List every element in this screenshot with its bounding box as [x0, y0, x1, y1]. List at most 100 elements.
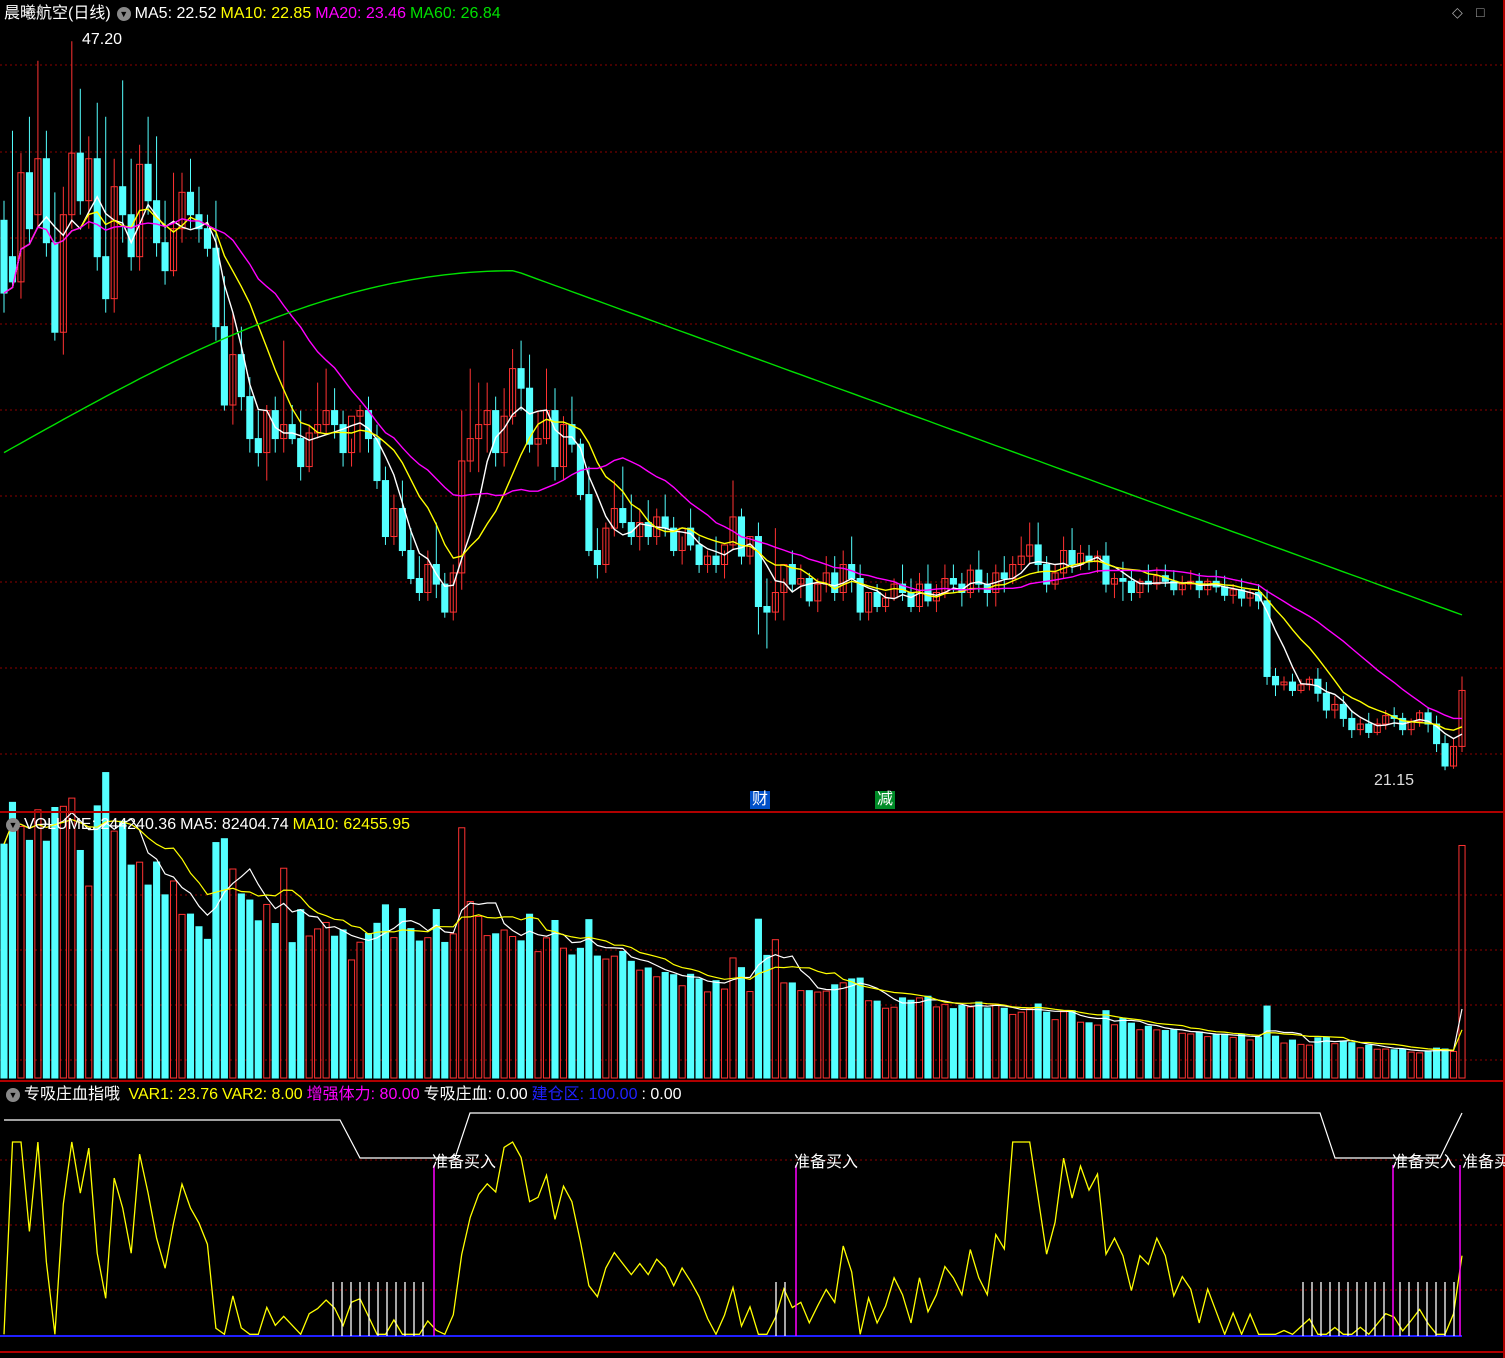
volume-bar [68, 797, 76, 1079]
volume-bar [1373, 1048, 1381, 1079]
candle-body [68, 152, 76, 216]
volume-bar [949, 1008, 957, 1079]
ind-4: 建仓区: 100.00 [531, 1086, 638, 1103]
ind-2: 增强体力: 80.00 [306, 1086, 420, 1103]
event-tag-finance[interactable]: 财 [750, 791, 771, 809]
volume-ma5-line [3, 811, 1463, 1052]
candle-body [975, 569, 983, 585]
volume-bar [1238, 1034, 1246, 1079]
candle-body [466, 438, 474, 462]
volume-bar [1119, 1017, 1127, 1079]
volume-bar [890, 1006, 898, 1079]
candle-body [1288, 681, 1297, 691]
volume-bar [551, 919, 559, 1079]
candle-body [1449, 745, 1458, 767]
candle-body [593, 550, 601, 566]
volume-bar [297, 909, 305, 1079]
volume-bar [356, 941, 364, 1079]
candle-body [534, 438, 542, 445]
volume-bar [1153, 1029, 1161, 1079]
volume-bar [720, 988, 729, 1079]
ma-3: MA60: 26.84 [409, 5, 501, 22]
candle-body [500, 415, 508, 454]
event-tag-reduce[interactable]: 减 [875, 791, 896, 809]
volume-bar [661, 971, 669, 1079]
candle-body [169, 228, 178, 272]
volume-bar [161, 894, 169, 1079]
volume-bar [1195, 1031, 1203, 1079]
signal-label-2: 准备买入 [794, 1154, 859, 1171]
volume-bar [712, 980, 720, 1079]
volume-bar [746, 991, 754, 1079]
indicator-collapse-icon[interactable]: ▼ [6, 1087, 20, 1102]
candle-body [1229, 589, 1237, 596]
volume-bar [203, 938, 211, 1079]
volume-bar [992, 1003, 1000, 1079]
candle-body [424, 564, 432, 594]
stock-title: 晨曦航空(日线) [4, 5, 111, 22]
candle-body [898, 583, 907, 594]
volume-bar [1407, 1051, 1415, 1079]
volume-bar [229, 868, 237, 1079]
volume-bar [390, 937, 398, 1079]
grid-lines [0, 64, 1505, 1291]
volume-bar [576, 947, 584, 1079]
volume-bar [1348, 1042, 1356, 1079]
volume-collapse-icon[interactable]: ▼ [6, 817, 20, 832]
candle-body [339, 424, 347, 454]
volume-bar [958, 1005, 966, 1079]
candle-body [602, 527, 610, 566]
volume-bar [763, 954, 771, 1079]
candle-body [1339, 703, 1347, 719]
volume-bar [517, 940, 525, 1079]
volume-bar [941, 1003, 949, 1079]
volume-bar [492, 933, 500, 1079]
ma-0: MA5: 22.52 [134, 5, 217, 22]
candle-body [839, 564, 847, 594]
candle-body [509, 368, 517, 417]
signal-label-3: 准备买入 [1392, 1154, 1457, 1171]
volume-bar [1382, 1048, 1390, 1079]
volume-bar [865, 1000, 873, 1079]
indicator-legend: ▼ 专吸庄血指哦 VAR1: 23.76 VAR2: 8.00 增强体力: 80.00… [4, 1085, 690, 1105]
candle-body [907, 592, 915, 607]
volume-bar [1034, 1003, 1042, 1079]
volume-bar [254, 920, 262, 1079]
candle-body [34, 158, 42, 216]
volume-bar [839, 982, 847, 1079]
volume-bar [432, 909, 440, 1079]
volume-bar [526, 913, 534, 1079]
volume-bar [1093, 1024, 1102, 1079]
volume-bar [195, 926, 203, 1079]
volume-bar [407, 928, 415, 1079]
diamond-icon[interactable]: ◇ [1452, 4, 1463, 20]
volume-bar [1271, 1035, 1280, 1079]
volume-bar [1441, 1048, 1449, 1079]
volume-bar [136, 861, 144, 1079]
volume-bar [17, 825, 25, 1079]
candle-body [924, 583, 932, 602]
candle-body [1119, 578, 1127, 582]
volume-bar [373, 922, 381, 1079]
candle-body [831, 572, 839, 594]
candle-body [288, 424, 296, 440]
candle-body [161, 242, 169, 272]
collapse-icon[interactable]: ▼ [116, 6, 131, 21]
volume-bar [93, 805, 101, 1079]
candle-body [644, 522, 652, 538]
volume-bar [1110, 1024, 1119, 1079]
volume-bar [1017, 1011, 1025, 1079]
volume-bar [424, 937, 432, 1079]
ma-2: MA20: 23.46 [315, 5, 406, 22]
candle-body [144, 163, 152, 202]
candle-body [1280, 681, 1288, 686]
candle-body [517, 368, 525, 389]
var1-line [3, 1141, 1463, 1337]
indicator-title: 专吸庄血指哦 [24, 1086, 121, 1103]
volume-bar [475, 915, 483, 1079]
volume-bar [568, 954, 576, 1079]
candle-body [763, 605, 771, 613]
candle-body [1068, 550, 1076, 566]
window-icon[interactable]: □ [1476, 4, 1485, 20]
